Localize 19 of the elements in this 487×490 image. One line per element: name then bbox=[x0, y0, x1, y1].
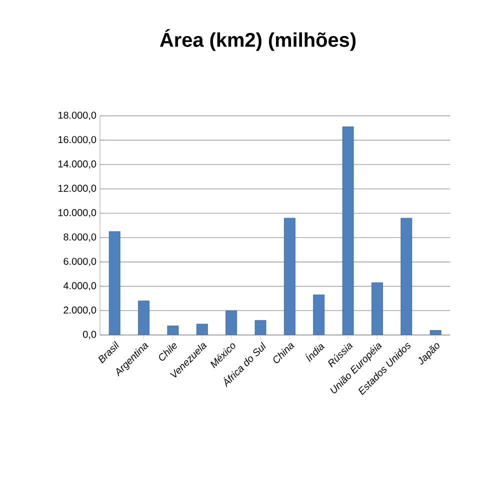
y-tick-label: 0,0 bbox=[83, 330, 96, 340]
bar bbox=[372, 282, 383, 335]
bar bbox=[138, 300, 150, 335]
y-tick-label: 10.000,0 bbox=[58, 209, 96, 218]
bar bbox=[284, 218, 296, 335]
bar bbox=[342, 126, 354, 335]
y-tick-label: 6.000,0 bbox=[64, 258, 96, 266]
chart-title: Área (km2) (milhões) bbox=[160, 29, 356, 51]
bar bbox=[108, 231, 120, 335]
y-tick-label: 16.000,0 bbox=[58, 136, 96, 144]
bar bbox=[226, 310, 238, 335]
y-tick-label: 12.000,0 bbox=[58, 184, 96, 194]
y-tick-label: 8.000,0 bbox=[64, 233, 96, 242]
y-tick-label: 4.000,0 bbox=[63, 282, 96, 290]
y-tick-label: 2.000,0 bbox=[64, 306, 96, 315]
bar bbox=[313, 294, 325, 335]
y-tick-label: 18.000,0 bbox=[58, 112, 96, 120]
y-tick-label: 14.000,0 bbox=[58, 160, 96, 169]
bar bbox=[400, 218, 412, 335]
